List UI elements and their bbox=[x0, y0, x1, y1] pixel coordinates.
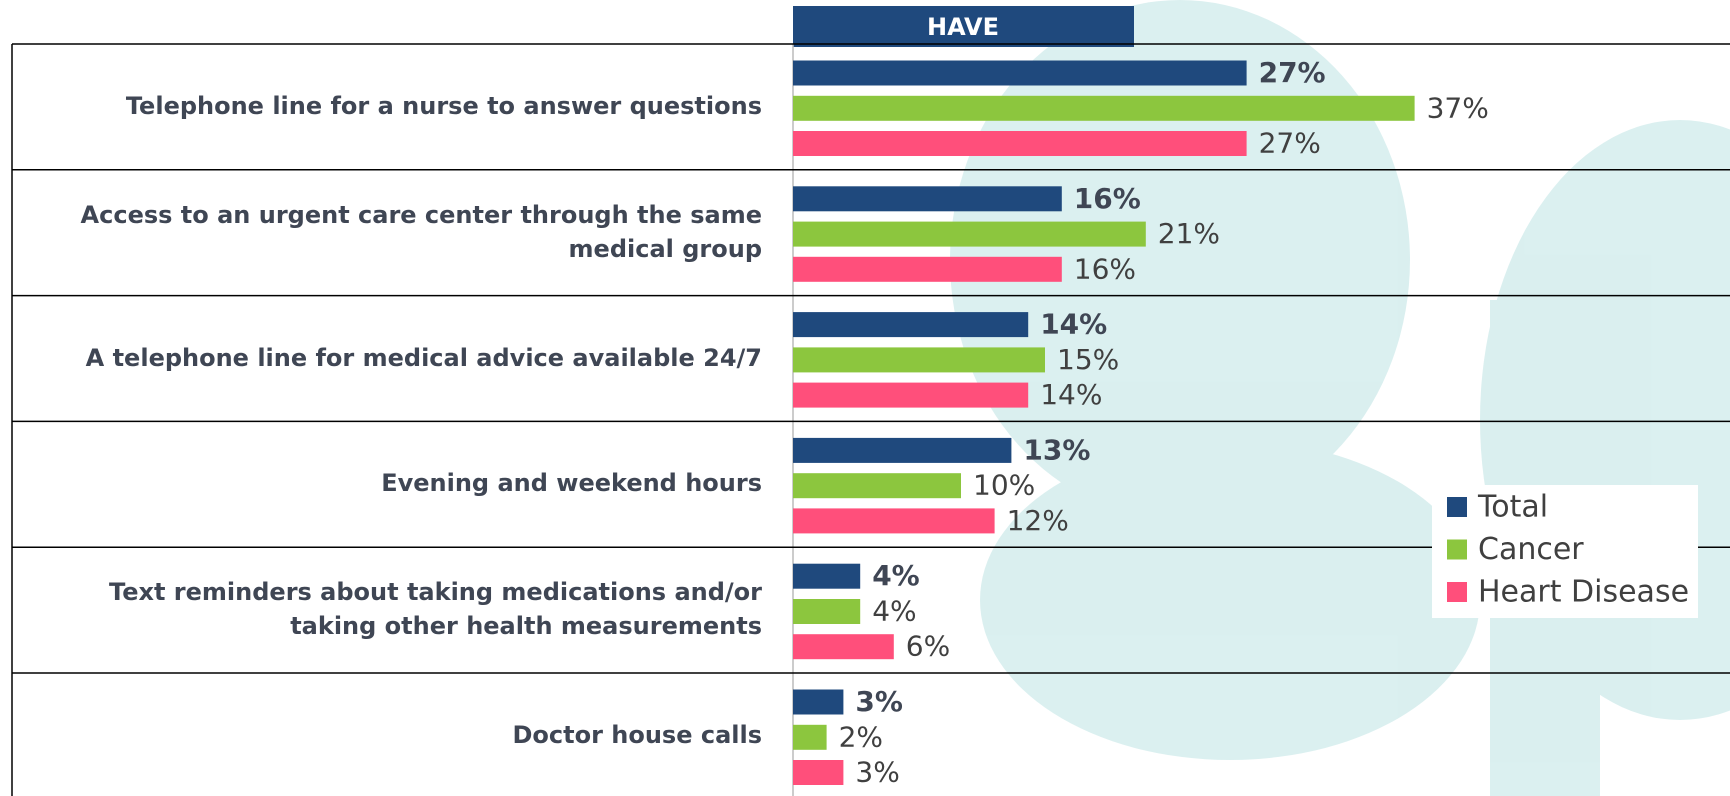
bar bbox=[793, 634, 894, 659]
value-label: 16% bbox=[1074, 182, 1141, 215]
category-label: Access to an urgent care center through … bbox=[20, 170, 762, 296]
legend-swatch bbox=[1447, 540, 1467, 560]
bar bbox=[793, 186, 1062, 211]
legend-label: Heart Disease bbox=[1478, 575, 1689, 610]
legend-swatch bbox=[1447, 582, 1467, 602]
bar bbox=[793, 347, 1045, 372]
bar bbox=[793, 312, 1028, 337]
category-label: Evening and weekend hours bbox=[20, 421, 762, 547]
value-label: 2% bbox=[839, 720, 883, 753]
bar bbox=[793, 61, 1247, 86]
header: HAVE bbox=[927, 13, 999, 41]
bar bbox=[793, 599, 860, 624]
value-label: 3% bbox=[855, 685, 903, 718]
legend-label: Cancer bbox=[1478, 532, 1584, 567]
bar bbox=[793, 131, 1247, 156]
category-label: A telephone line for medical advice avai… bbox=[20, 296, 762, 422]
value-label: 4% bbox=[872, 595, 916, 628]
bar bbox=[793, 222, 1146, 247]
value-label: 15% bbox=[1057, 343, 1119, 376]
bar bbox=[793, 690, 843, 715]
value-label: 4% bbox=[872, 559, 920, 592]
category-label: Telephone line for a nurse to answer que… bbox=[20, 44, 762, 170]
value-label: 14% bbox=[1040, 308, 1107, 341]
value-label: 37% bbox=[1427, 91, 1489, 124]
legend-label: Total bbox=[1477, 490, 1548, 525]
value-label: 21% bbox=[1158, 217, 1220, 250]
value-label: 27% bbox=[1259, 127, 1321, 160]
bar bbox=[793, 564, 860, 589]
value-label: 27% bbox=[1259, 56, 1326, 89]
bar bbox=[793, 383, 1028, 408]
bar bbox=[793, 760, 843, 785]
bar bbox=[793, 438, 1011, 463]
value-label: 3% bbox=[855, 756, 899, 789]
bar bbox=[793, 473, 961, 498]
value-label: 13% bbox=[1023, 433, 1090, 466]
bar bbox=[793, 257, 1062, 282]
value-label: 16% bbox=[1074, 252, 1136, 285]
bar bbox=[793, 96, 1415, 121]
bar bbox=[793, 508, 995, 533]
value-label: 14% bbox=[1040, 378, 1102, 411]
value-label: 10% bbox=[973, 469, 1035, 502]
value-label: 6% bbox=[906, 630, 950, 663]
page: HAVE 27% 37% 27% 16% 21% 16% 14%15%14% 13%10%12… bbox=[0, 0, 1730, 796]
category-label: Text reminders about taking medications … bbox=[20, 547, 762, 673]
value-label: 12% bbox=[1007, 504, 1069, 537]
legend-swatch bbox=[1447, 497, 1467, 517]
bar bbox=[793, 725, 827, 750]
category-label: Doctor house calls bbox=[20, 673, 762, 796]
